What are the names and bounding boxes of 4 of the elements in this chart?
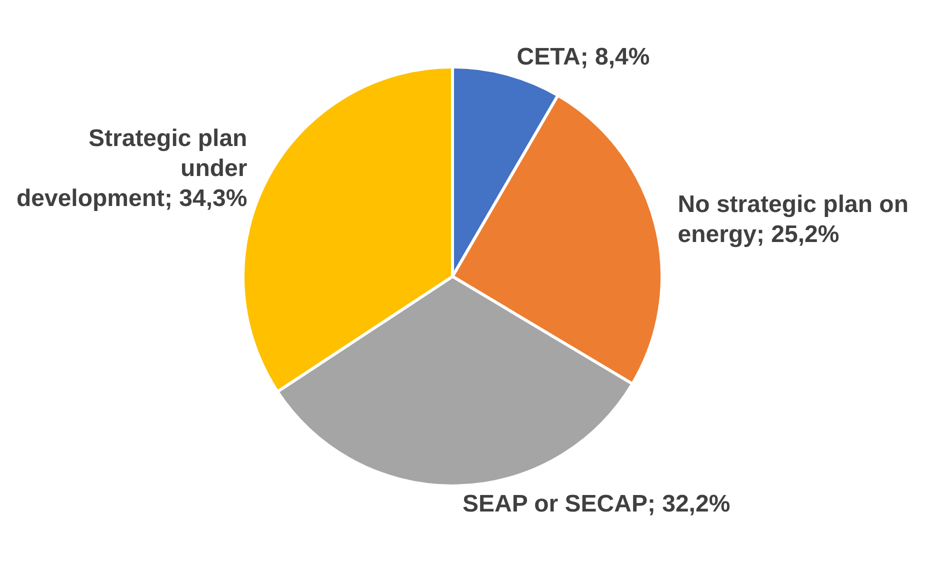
slice-label: SEAP or SECAP; 32,2% <box>462 490 730 518</box>
slice-label: No strategic plan on energy; 25,2% <box>678 191 909 248</box>
slice-label: CETA; 8,4% <box>516 43 650 70</box>
slice-label: Strategic plan under development; 34,3% <box>16 125 248 212</box>
